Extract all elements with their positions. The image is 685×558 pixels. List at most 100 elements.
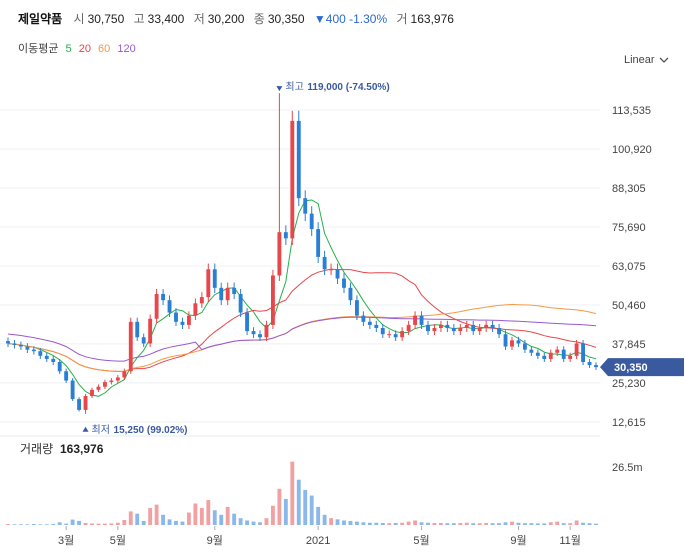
volume-bar xyxy=(329,518,334,525)
candle-body xyxy=(309,213,314,230)
candle-body xyxy=(277,232,282,276)
low-value: 30,200 xyxy=(207,12,245,26)
volume-bar xyxy=(154,504,159,525)
candle-body xyxy=(342,278,346,288)
volume-bar xyxy=(212,510,217,525)
volume-bar xyxy=(25,524,30,525)
volume-panel-value: 163,976 xyxy=(60,442,104,456)
candle-body xyxy=(329,269,334,271)
volume-bar xyxy=(51,524,56,525)
candle-body xyxy=(12,343,17,345)
ma-60-label[interactable]: 60 xyxy=(98,43,111,55)
candle-body xyxy=(490,324,495,328)
candle-body xyxy=(413,315,418,325)
high-label: 고 xyxy=(133,12,145,26)
candle-body xyxy=(206,269,211,298)
candle-body xyxy=(25,346,30,350)
ma-5-line xyxy=(7,199,597,397)
candle-body xyxy=(574,343,579,356)
candle-body xyxy=(477,328,482,332)
volume-bar xyxy=(161,514,166,525)
candle-body xyxy=(529,349,534,353)
candle-body xyxy=(594,365,598,368)
candle-body xyxy=(484,324,489,328)
high-value: 33,400 xyxy=(147,12,185,26)
candle-body xyxy=(561,349,566,359)
candle-body xyxy=(290,120,295,239)
volume-bar xyxy=(186,512,191,525)
volume-bar xyxy=(322,514,327,525)
candle-body xyxy=(438,324,443,328)
volume-bar xyxy=(380,522,385,525)
volume-bar xyxy=(484,522,489,525)
candle-body xyxy=(548,352,553,359)
ma-20-label[interactable]: 20 xyxy=(78,43,91,55)
volume-bar xyxy=(219,514,224,525)
volume-bar xyxy=(497,523,502,525)
close-label: 종 xyxy=(253,12,265,26)
volume-bar xyxy=(290,461,295,525)
volume-bar xyxy=(148,508,153,525)
volume-bar xyxy=(90,523,94,525)
volume-bar xyxy=(18,524,23,525)
candle-body xyxy=(258,334,262,338)
volume-bar xyxy=(135,513,140,525)
volume-bar xyxy=(458,522,463,525)
ma-legend-label: 이동평균 xyxy=(18,43,59,55)
candle-body xyxy=(303,198,308,214)
volume-bar xyxy=(471,523,476,525)
ma-5-label[interactable]: 5 xyxy=(65,43,72,55)
candle-body xyxy=(83,396,88,410)
volume-bar xyxy=(283,498,288,525)
volume-bar xyxy=(400,522,405,525)
scale-select-value: Linear xyxy=(624,54,655,66)
volume-bar xyxy=(270,505,275,525)
volume-bar xyxy=(96,523,101,525)
volume-bar xyxy=(535,523,540,525)
volume-bar xyxy=(316,506,321,525)
volume-bar xyxy=(361,522,366,525)
volume-bar xyxy=(122,520,127,525)
candles xyxy=(6,93,598,414)
ma-120-label[interactable]: 120 xyxy=(117,43,136,55)
volume-bar xyxy=(451,523,456,525)
candle-body xyxy=(135,321,140,338)
volume-bar xyxy=(31,524,36,525)
volume-bar xyxy=(258,522,262,525)
y-tick-label: 100,920 xyxy=(612,144,652,156)
candle-body xyxy=(464,324,469,328)
volume-bar xyxy=(12,524,17,525)
candle-body xyxy=(64,371,69,381)
volume-bar xyxy=(115,522,120,525)
candle-body xyxy=(180,321,185,325)
volume-bar xyxy=(83,522,88,525)
volume-bar xyxy=(594,523,598,525)
candle-body xyxy=(128,321,133,372)
candle-body xyxy=(542,355,547,359)
volume-bar xyxy=(225,506,230,525)
scale-select[interactable]: Linear xyxy=(624,54,670,66)
extreme-notes: 최고 119,000 (-74.50%) 최저 15,250 (99.02%) xyxy=(82,81,390,436)
volume-bar xyxy=(193,503,198,525)
candle-body xyxy=(57,362,62,372)
low-label: 저 xyxy=(193,12,205,26)
x-tick-label: 3월 xyxy=(58,534,74,547)
volume-bar xyxy=(438,522,443,525)
volume-bar xyxy=(70,519,75,525)
candle-body xyxy=(335,269,340,279)
candle-body xyxy=(503,334,508,347)
volume-bar xyxy=(264,518,269,525)
volume-bar xyxy=(309,495,314,525)
candle-body xyxy=(102,382,107,387)
y-tick-label: 88,305 xyxy=(612,183,646,195)
change-value: ▼400 -1.30% xyxy=(313,12,388,26)
volume-bar xyxy=(77,520,82,525)
candle-body xyxy=(316,229,321,257)
candle-body xyxy=(148,318,153,344)
candle-body xyxy=(232,287,237,294)
candle-body xyxy=(31,349,36,352)
volume-bar xyxy=(348,520,353,525)
volume-bar xyxy=(555,521,560,525)
candle-body xyxy=(6,341,10,344)
